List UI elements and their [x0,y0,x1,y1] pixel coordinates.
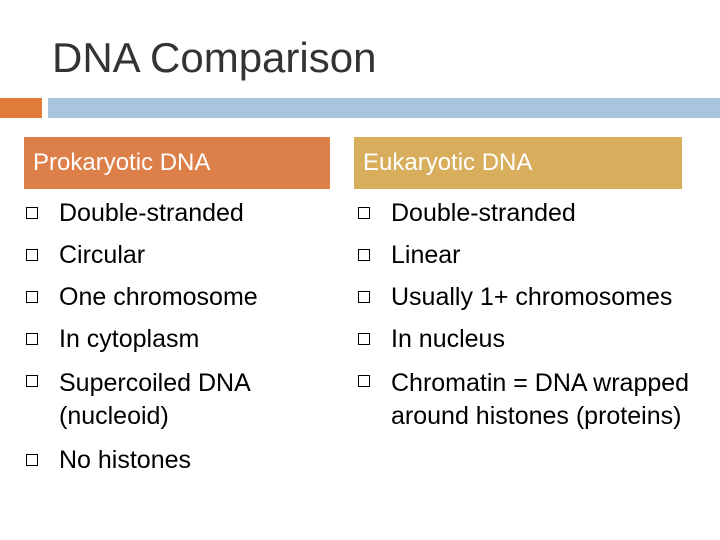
eukaryotic-header: Eukaryotic DNA [354,137,682,189]
list-item-text: Double-stranded [59,199,244,227]
title-underline-bar [48,98,720,118]
list-item-text: Usually 1+ chromosomes [391,283,673,311]
list-item: Supercoiled DNA (nucleoid) [26,367,326,433]
square-box-icon [358,291,370,303]
list-item-text: Double-stranded [391,199,576,227]
list-item: In nucleus [358,325,718,354]
square-box-icon [26,375,38,387]
list-item: Usually 1+ chromosomes [358,283,718,312]
list-item: Linear [358,241,718,270]
square-box-icon [26,207,38,219]
list-item: No histones [26,446,326,475]
list-item-text: Chromatin = DNA wrapped around histones … [391,369,690,430]
square-box-icon [26,454,38,466]
list-item: Circular [26,241,326,270]
eukaryotic-list: Double-stranded Linear Usually 1+ chromo… [358,199,718,433]
square-box-icon [358,375,370,387]
square-box-icon [358,249,370,261]
list-item-text: In cytoplasm [59,325,200,353]
list-item-text: One chromosome [59,283,258,311]
list-item-text: Linear [391,241,461,269]
list-item: Double-stranded [26,199,326,228]
list-item-text: In nucleus [391,325,505,353]
square-box-icon [358,207,370,219]
list-item: Double-stranded [358,199,718,228]
list-item-text: No histones [59,446,192,474]
list-item-text: Supercoiled DNA (nucleoid) [59,369,250,430]
prokaryotic-header: Prokaryotic DNA [24,137,330,189]
prokaryotic-list: Double-stranded Circular One chromosome … [26,199,326,475]
square-box-icon [26,333,38,345]
square-box-icon [26,249,38,261]
accent-bar [0,98,42,118]
list-item: In cytoplasm [26,325,326,354]
list-item-text: Circular [59,241,146,269]
square-box-icon [26,291,38,303]
square-box-icon [358,333,370,345]
slide-title: DNA Comparison [52,34,377,81]
list-item: Chromatin = DNA wrapped around histones … [358,367,718,433]
list-item: One chromosome [26,283,326,312]
